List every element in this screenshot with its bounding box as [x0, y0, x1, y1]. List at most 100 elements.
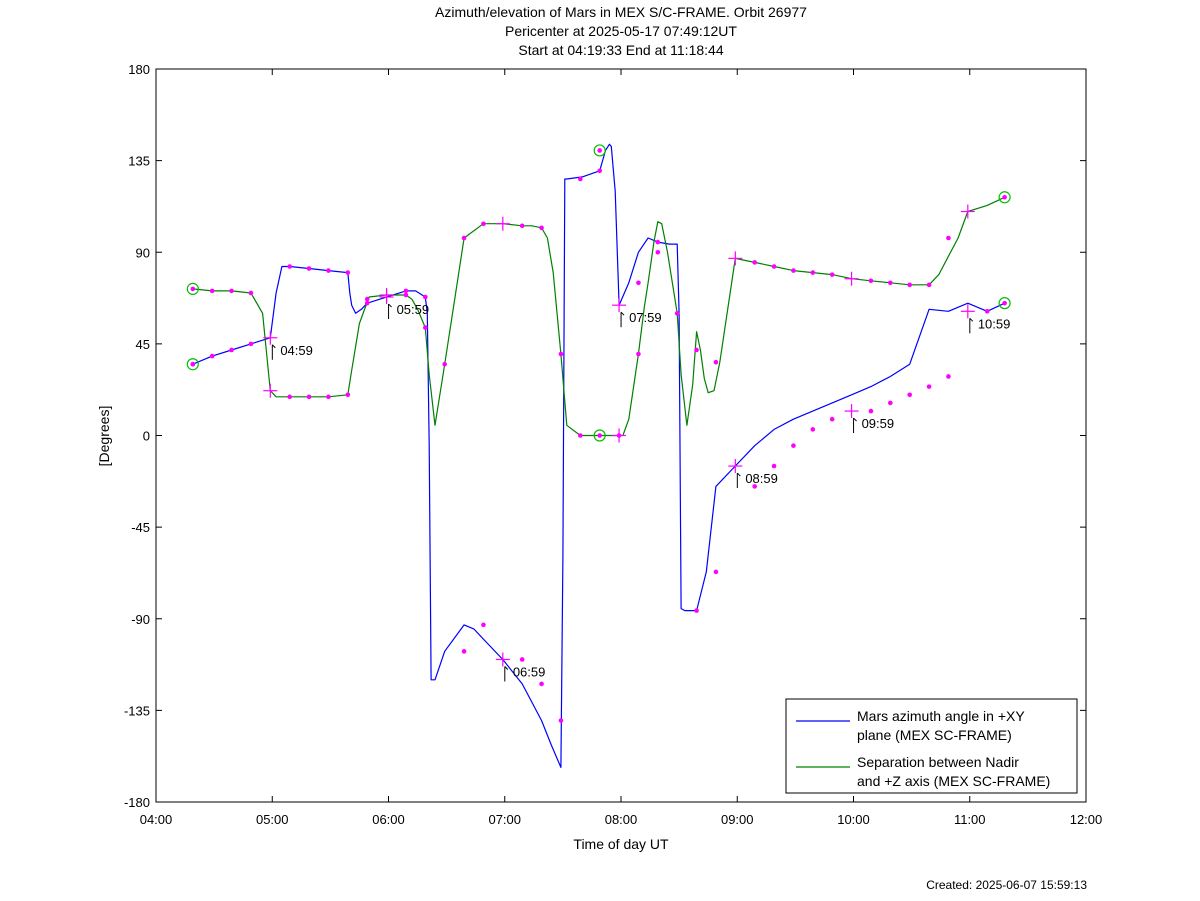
separation-point-marker — [868, 278, 874, 284]
azimuth-point-marker — [810, 427, 816, 432]
separation-point-marker — [907, 282, 912, 288]
pericenter-circle — [593, 144, 606, 157]
y-tick-label: -180 — [124, 795, 150, 810]
title-line: Azimuth/elevation of Mars in MEX S/C-FRA… — [435, 4, 807, 20]
azimuth-point-marker — [713, 569, 719, 575]
azimuth-point-marker — [984, 308, 990, 314]
azimuth-point-marker — [519, 657, 525, 662]
hour-label: 07:59 — [629, 310, 662, 325]
azimuth-point-marker — [636, 280, 641, 286]
legend-label: Separation between Nadir — [857, 754, 1019, 770]
hour-label: 05:59 — [397, 302, 430, 317]
separation-point-marker — [636, 351, 641, 357]
separation-point-marker — [539, 225, 544, 231]
endpoint-marker — [190, 361, 196, 367]
separation-point-marker — [558, 351, 564, 357]
legend-box — [785, 698, 1078, 794]
azimuth-point-marker — [345, 270, 351, 275]
hour-label-tick — [736, 472, 741, 477]
endpoint-circle — [998, 297, 1011, 310]
azimuth-point-marker — [481, 622, 486, 628]
hour-label-tick — [853, 417, 857, 422]
hour-label-tick — [504, 666, 509, 670]
azimuth-point-marker — [287, 264, 292, 269]
azimuth-line — [192, 143, 1005, 769]
title-line: Pericenter at 2025-05-17 07:49:12UT — [505, 23, 737, 39]
azimuth-point-marker — [306, 266, 312, 271]
azimuth-point-marker — [248, 341, 254, 347]
hour-label: 10:59 — [978, 316, 1011, 331]
y-tick-label: -135 — [124, 703, 150, 718]
azimuth-point-marker — [771, 463, 777, 469]
x-tick-label: 09:00 — [721, 812, 754, 827]
legend: Mars azimuth angle in +XY plane (MEX SC-F… — [785, 698, 1078, 794]
hour-label: 04:59 — [280, 343, 313, 358]
separation-point-marker — [209, 288, 215, 294]
separation-point-marker — [926, 282, 932, 288]
azimuth-point-marker — [539, 681, 544, 687]
azimuth-point-marker — [229, 347, 234, 353]
separation-point-marker — [946, 235, 951, 241]
hour-label-tick — [620, 311, 625, 316]
hour-label-tick — [388, 303, 392, 308]
x-tick-label: 12:00 — [1070, 812, 1103, 827]
separation-point-marker — [442, 361, 447, 367]
x-axis-label: Time of day UT — [573, 836, 669, 852]
separation-point-marker — [306, 394, 312, 400]
endpoint-marker — [1002, 194, 1007, 200]
separation-point-marker — [403, 292, 409, 298]
pericenter-marker — [597, 433, 602, 438]
separation-point-marker — [287, 394, 292, 400]
y-tick-label: -90 — [131, 612, 150, 627]
endpoint-circle — [998, 191, 1011, 204]
endpoint-circle — [186, 358, 199, 371]
hour-label-tick — [271, 344, 276, 349]
axes: 04:00 05:00 06:00 07:00 08:00 09:00 10:00 11:00… — [124, 62, 1102, 827]
azimuth-point-marker — [461, 649, 467, 654]
endpoint-marker — [1002, 300, 1007, 306]
separation-point-marker — [423, 325, 428, 330]
endpoint-marker — [190, 286, 196, 292]
endpoint-circle — [186, 282, 199, 295]
y-tick-label: 180 — [128, 62, 150, 77]
legend-label: and +Z axis (MEX SC-FRAME) — [857, 773, 1050, 789]
y-tick-label: 135 — [128, 154, 150, 169]
azimuth-point-marker — [926, 384, 932, 389]
azimuth-point-marker — [907, 392, 912, 398]
y-tick-label: 45 — [136, 337, 150, 352]
separation-point-marker — [674, 311, 680, 316]
separation-point-marker — [655, 239, 661, 245]
separation-point-marker — [888, 280, 893, 286]
y-tick-label: 0 — [143, 429, 150, 444]
azimuth-point-marker — [558, 718, 564, 723]
azimuth-point-marker — [946, 374, 951, 379]
azimuth-point-marker — [364, 300, 370, 306]
azimuth-point-marker — [423, 294, 428, 300]
separation-point-marker — [694, 347, 699, 353]
title-line: Start at 04:19:33 End at 11:18:44 — [518, 42, 723, 58]
hour-label-tick — [969, 317, 974, 322]
hour-label: 09:59 — [862, 416, 895, 431]
x-tick-label: 11:00 — [954, 812, 986, 827]
hour-label: 06:59 — [513, 664, 546, 679]
series-markers: 04:59 05:59 06:59 07:59 08:59 09:59 10:59 — [186, 144, 1011, 723]
azimuth-point-marker — [403, 288, 409, 294]
chart-title: Azimuth/elevation of Mars in MEX S/C-FRA… — [435, 4, 807, 58]
legend-label: Mars azimuth angle in +XY — [857, 708, 1025, 724]
x-tick-label: 10:00 — [837, 812, 870, 827]
azimuth-point-marker — [791, 443, 796, 448]
separation-point-marker — [578, 433, 583, 438]
x-tick-label: 04:00 — [140, 812, 173, 827]
separation-point-marker — [229, 288, 234, 294]
x-tick-label: 06:00 — [372, 812, 405, 827]
azimuth-point-marker — [209, 353, 215, 359]
azimuth-point-marker — [868, 408, 874, 414]
pericenter-marker — [597, 148, 602, 153]
separation-point-marker — [810, 270, 816, 275]
separation-point-marker — [791, 268, 796, 273]
azimuth-point-marker — [655, 249, 661, 255]
y-axis-label: [Degrees] — [96, 406, 112, 467]
separation-point-marker — [345, 392, 351, 398]
separation-point-marker — [481, 221, 486, 227]
azimuth-point-marker — [597, 168, 602, 174]
